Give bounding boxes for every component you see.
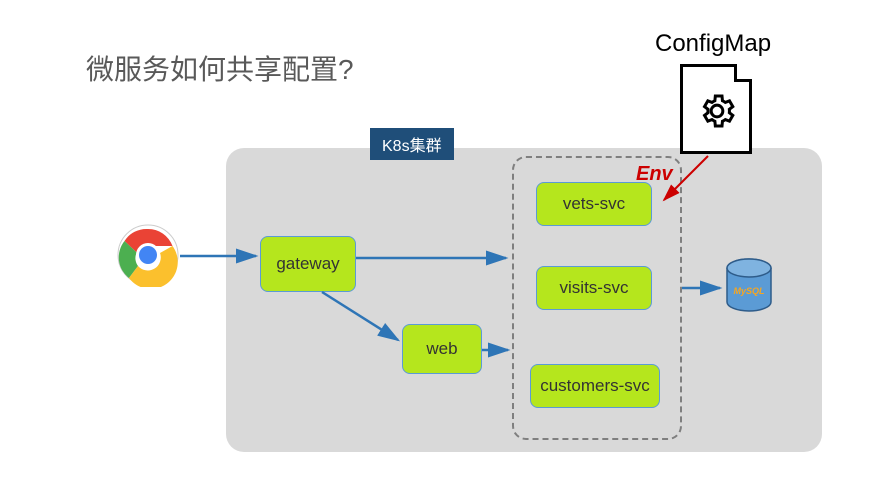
node-label: gateway [276,254,339,274]
document-icon [680,64,752,154]
chrome-icon [116,223,180,287]
cluster-tag: K8s集群 [370,128,454,160]
node-label: vets-svc [563,194,625,214]
node-customers: customers-svc [530,364,660,408]
database-icon: MySQL [724,258,774,314]
node-label: web [426,339,457,359]
node-gateway: gateway [260,236,356,292]
node-label: visits-svc [560,278,629,298]
svg-text:MySQL: MySQL [733,286,764,296]
gear-icon [697,91,737,131]
node-web: web [402,324,482,374]
configmap-label: ConfigMap [655,30,771,58]
page-title: 微服务如何共享配置? [86,48,354,88]
node-vets: vets-svc [536,182,652,226]
node-label: customers-svc [540,376,650,396]
node-visits: visits-svc [536,266,652,310]
